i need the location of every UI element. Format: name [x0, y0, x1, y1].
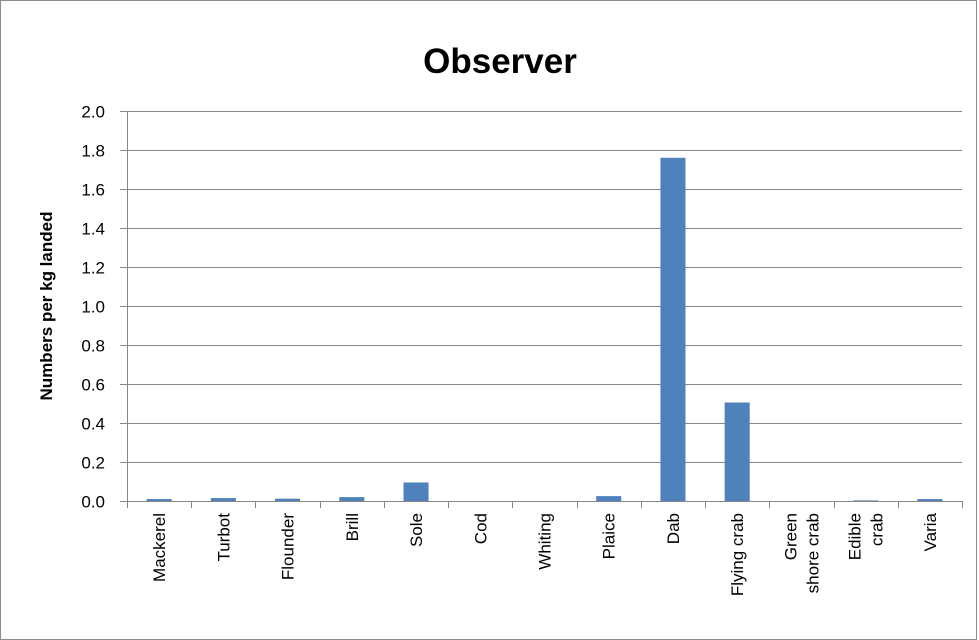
- y-tick-label: 1.2: [81, 259, 105, 278]
- bar: [210, 498, 236, 501]
- x-category-label: Brill: [343, 513, 362, 541]
- x-category-label: crab: [868, 513, 887, 546]
- bar: [917, 499, 943, 501]
- x-category-labels: Mackerel Turbot Flounder Brill Sole Cod Whitin…: [150, 512, 940, 596]
- bar: [146, 499, 172, 501]
- y-tick-label: 1.0: [81, 298, 105, 317]
- x-category-label: Turbot: [214, 513, 233, 562]
- y-tick-label: 1.4: [81, 220, 105, 239]
- y-tick-label: 1.6: [81, 181, 105, 200]
- y-tick-labels: 0.0 0.2 0.4 0.6 0.8 1.0 1.2 1.4 1.6 1.8 2.0: [81, 103, 105, 512]
- x-category-label: Green: [781, 513, 800, 560]
- bar: [724, 402, 750, 501]
- x-category-label: Mackerel: [150, 513, 169, 582]
- x-category-label: Sole: [407, 513, 426, 547]
- bars: [146, 157, 943, 502]
- bar: [275, 498, 301, 501]
- x-category-label: Plaice: [600, 513, 619, 559]
- y-tick-label: 0.2: [81, 454, 105, 473]
- bar: [339, 497, 365, 501]
- bar: [660, 157, 686, 502]
- y-tick-label: 0.6: [81, 376, 105, 395]
- x-category-label: Flying crab: [728, 513, 747, 596]
- axes: [127, 111, 963, 508]
- y-tick-label: 0.4: [81, 415, 105, 434]
- x-category-label: Edible: [846, 513, 865, 560]
- x-category-label: Dab: [664, 513, 683, 544]
- x-category-label: Flounder: [279, 513, 298, 580]
- y-axis-label: Numbers per kg landed: [37, 212, 56, 401]
- y-tick-label: 2.0: [81, 103, 105, 122]
- bar: [853, 500, 879, 501]
- bar: [403, 482, 429, 501]
- chart-title: Observer: [423, 42, 577, 81]
- x-category-label: shore crab: [803, 513, 822, 593]
- gridlines: [120, 111, 962, 502]
- x-category-label: Varia: [921, 512, 940, 551]
- x-category-label: Whiting: [536, 513, 555, 570]
- y-tick-label: 1.8: [81, 142, 105, 161]
- x-category-label: Cod: [471, 513, 490, 544]
- y-tick-label: 0.0: [81, 493, 105, 512]
- bar: [596, 496, 622, 501]
- y-tick-label: 0.8: [81, 337, 105, 356]
